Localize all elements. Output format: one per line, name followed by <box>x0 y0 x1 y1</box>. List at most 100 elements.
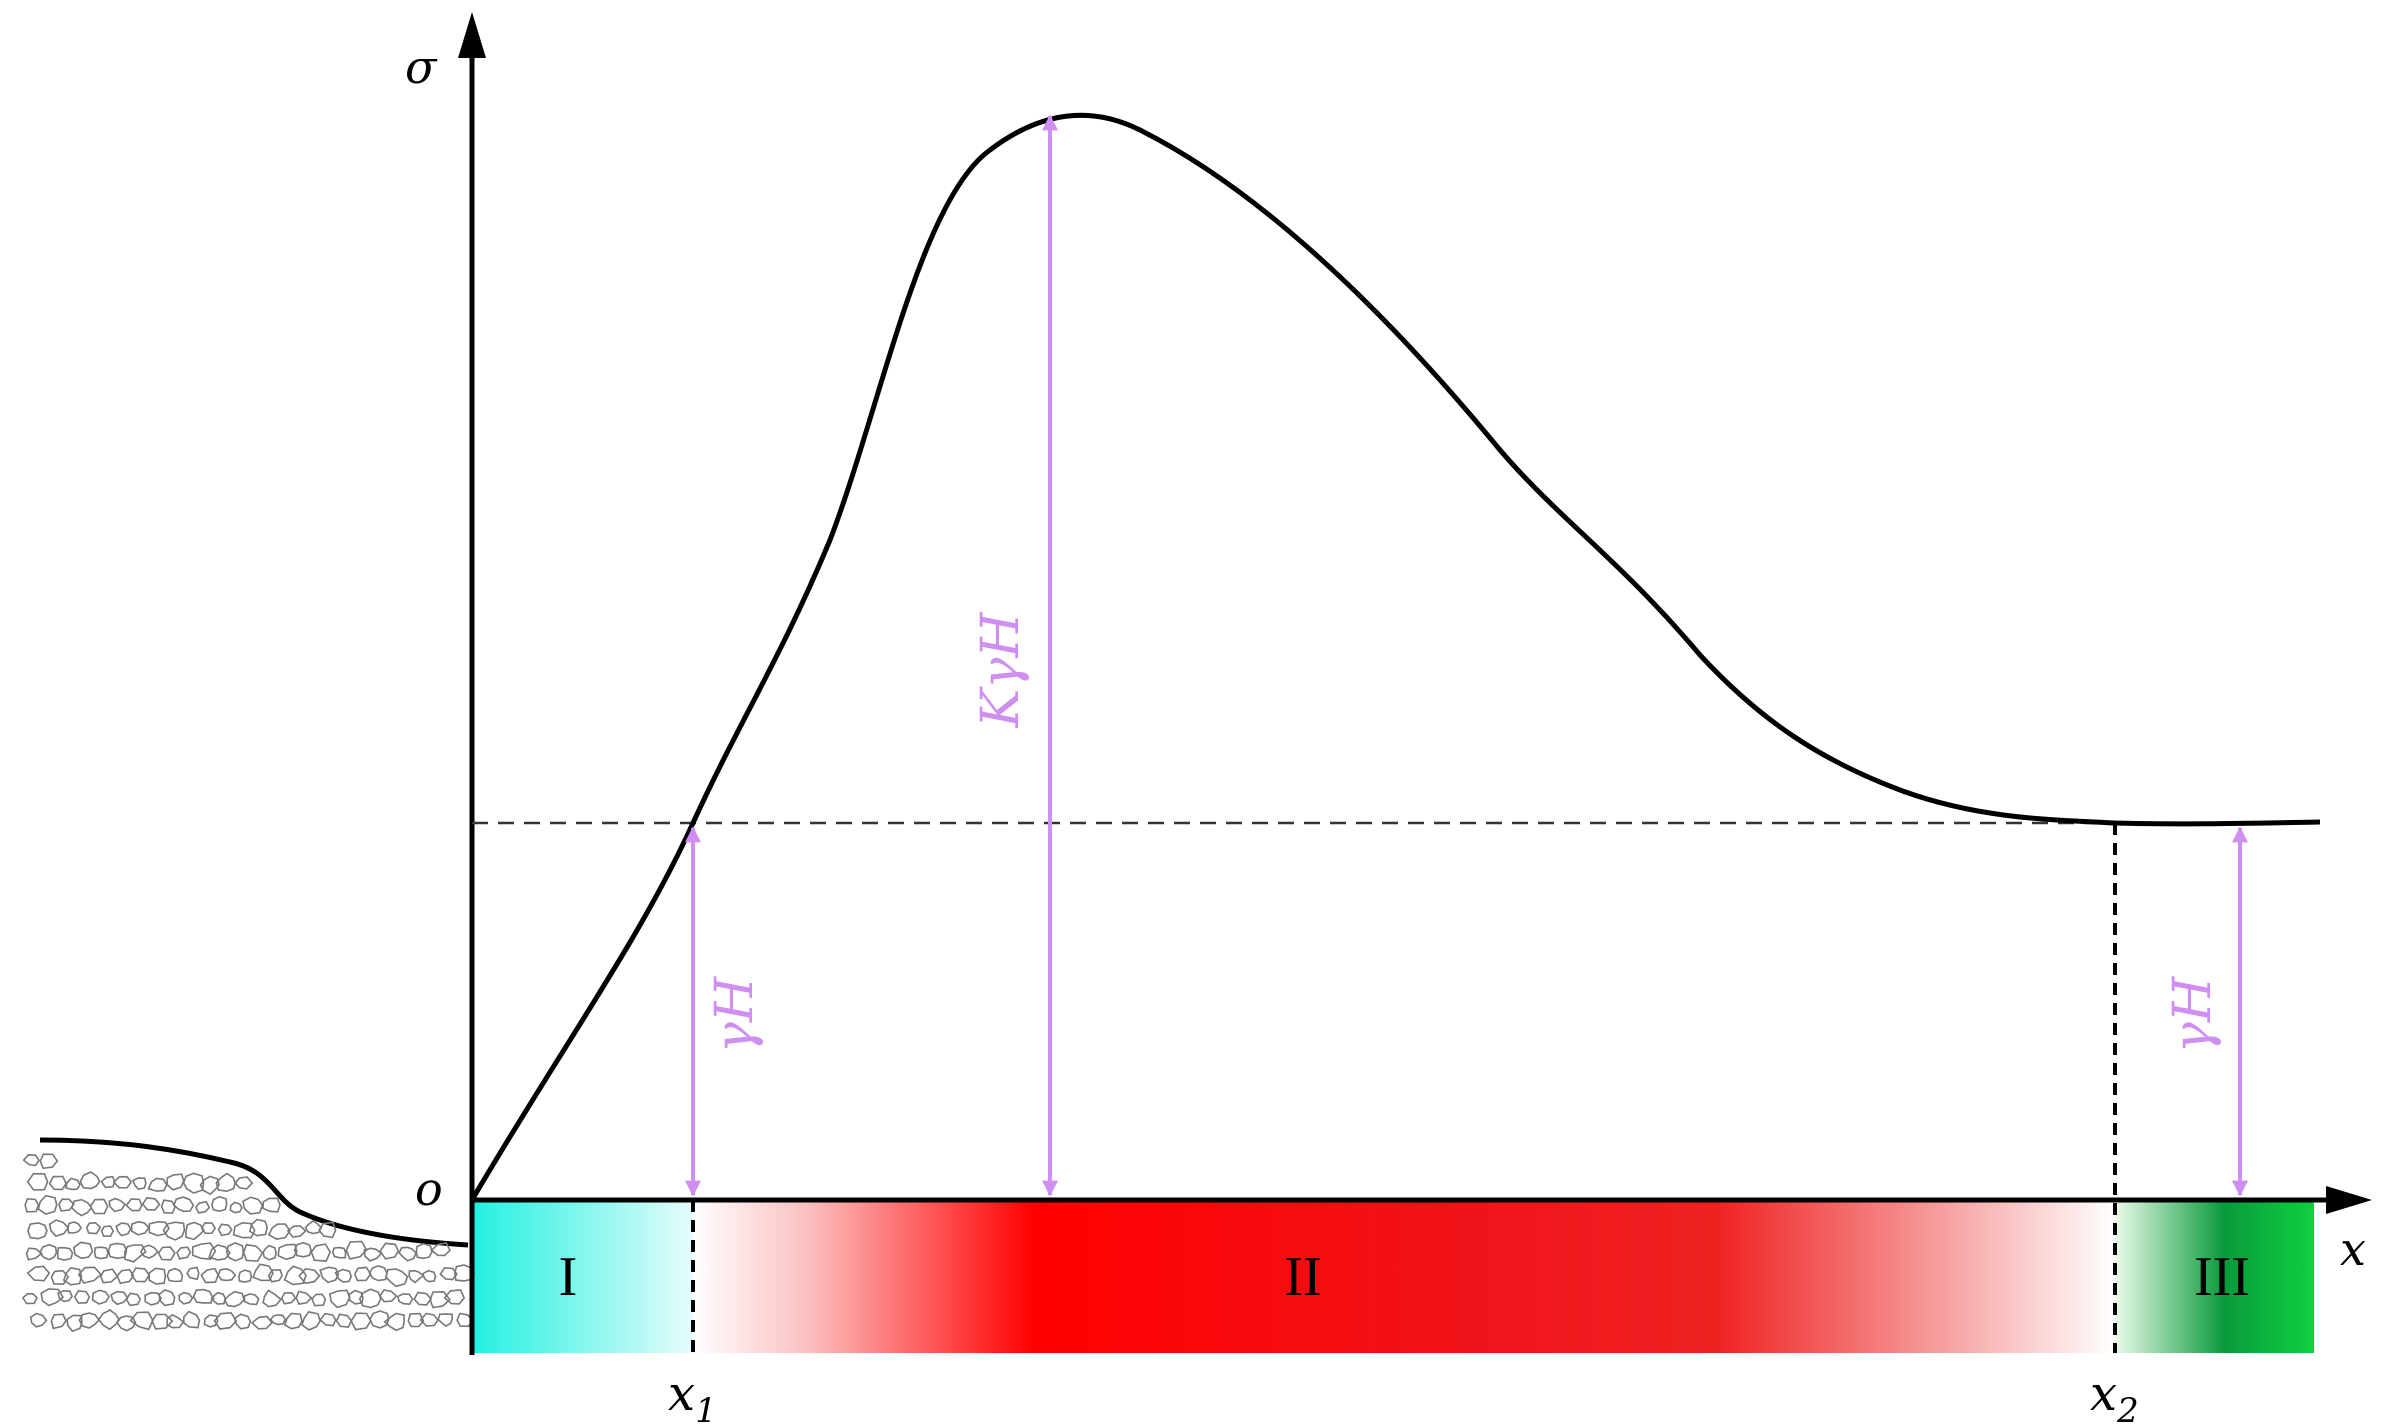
rubble-zone <box>21 1137 476 1333</box>
rubble-stone <box>269 1314 287 1326</box>
rubble-stone <box>429 1290 451 1309</box>
rubble-stone <box>443 1289 466 1305</box>
rubble-stone <box>176 1246 192 1260</box>
rubble-stone <box>335 1313 353 1328</box>
rubble-stone <box>378 1289 398 1303</box>
rubble-stone <box>233 1313 252 1330</box>
rubble-stone <box>112 1175 133 1189</box>
rubble-stone <box>217 1267 237 1282</box>
rubble-stone <box>430 1241 451 1257</box>
rubble-stone <box>107 1242 128 1260</box>
rubble-stone <box>115 1222 132 1237</box>
rubble-stone <box>125 1198 143 1212</box>
rubble-stone <box>456 1312 474 1328</box>
rubble-stone <box>116 1315 137 1332</box>
rubble-stone <box>192 1288 214 1304</box>
rubble-stone <box>182 1310 201 1329</box>
rubble-stone <box>151 1313 174 1330</box>
rubble-stone <box>267 1223 291 1240</box>
rubble-stone <box>358 1288 382 1309</box>
zone-III-band <box>2115 1200 2314 1353</box>
rubble-stone <box>250 1315 273 1330</box>
rubble-stone <box>213 1311 238 1330</box>
rubble-stone <box>141 1196 161 1211</box>
x1-marker-subscript: 1 <box>695 1391 717 1426</box>
zone-II-label: II <box>1284 1246 1321 1308</box>
rubble-stone <box>439 1266 458 1281</box>
rubble-stone <box>262 1244 277 1261</box>
rubble-stone <box>252 1263 274 1282</box>
rubble-stone <box>369 1310 390 1329</box>
rubble-stone <box>160 1199 176 1214</box>
rubble-stone <box>24 1197 40 1213</box>
rubble-stone <box>139 1244 159 1259</box>
rubble-stone <box>37 1194 58 1215</box>
x1-marker-label: x1 <box>668 1366 717 1426</box>
rubble-stone <box>398 1246 417 1262</box>
rubble-stone <box>57 1289 74 1303</box>
rubble-stone <box>223 1290 245 1308</box>
rubble-stone <box>242 1196 264 1215</box>
x2-marker-label: x2 <box>2090 1366 2139 1426</box>
rubble-stone <box>238 1269 253 1283</box>
rubble-stone <box>191 1242 217 1261</box>
rubble-stone <box>66 1314 83 1333</box>
rubble-stone <box>295 1290 313 1305</box>
rubble-stone <box>217 1223 233 1237</box>
rubble-stone <box>203 1314 219 1328</box>
rubble-stone <box>319 1266 340 1284</box>
peak-stress-label: KγH <box>971 611 1031 729</box>
rubble-stone <box>144 1291 163 1306</box>
rubble-stone <box>99 1268 119 1284</box>
rubble-stone <box>225 1242 245 1262</box>
rubble-stone <box>329 1289 351 1309</box>
rubble-stone <box>130 1267 151 1283</box>
rubble-stone <box>157 1246 176 1261</box>
rubble-stone <box>48 1219 70 1238</box>
rubble-stone <box>100 1225 114 1238</box>
rubble-stone <box>129 1311 154 1331</box>
rubble-stone <box>354 1266 372 1282</box>
rubble-stone <box>415 1242 433 1260</box>
ground-surface-line <box>39 1137 469 1248</box>
rubble-stone <box>39 1153 59 1170</box>
stress-curve <box>469 112 2321 1202</box>
rubble-stone <box>200 1222 217 1235</box>
rubble-stone <box>200 1267 219 1284</box>
rubble-stone <box>280 1291 297 1305</box>
rubble-stone <box>211 1195 228 1213</box>
rubble-stone <box>162 1221 186 1241</box>
rubble-stone <box>130 1220 150 1236</box>
rubble-stone <box>304 1219 323 1235</box>
rubble-stone <box>158 1288 176 1307</box>
left-stress-label: γH <box>705 975 765 1053</box>
rubble-stone <box>301 1310 321 1331</box>
rubble-stone <box>413 1291 433 1306</box>
x-axis-arrowhead <box>2326 1186 2372 1214</box>
rubble-stone <box>166 1173 185 1191</box>
rubble-stone <box>26 1172 49 1191</box>
y-axis-label: σ <box>405 40 438 94</box>
rubble-stone <box>363 1247 383 1262</box>
rubble-stone <box>262 1289 282 1308</box>
rubble-stone <box>108 1197 127 1213</box>
rubble-stone <box>64 1177 81 1191</box>
rubble-stone <box>331 1246 347 1259</box>
rubble-stone <box>21 1292 38 1305</box>
rubble-stone <box>194 1200 211 1214</box>
rubble-stone <box>185 1221 205 1241</box>
rubble-stone <box>293 1241 312 1258</box>
rubble-stone <box>232 1221 256 1239</box>
rubble-stone <box>48 1175 68 1191</box>
rubble-stone <box>73 1289 91 1304</box>
rubble-stone <box>437 1313 453 1327</box>
rubble-stone <box>215 1172 236 1193</box>
rubble-stone <box>166 1267 184 1283</box>
rubble-stone <box>131 1176 147 1190</box>
rubble-stone <box>248 1218 269 1237</box>
rubble-stone <box>147 1177 168 1192</box>
rubble-stone <box>25 1247 43 1261</box>
rubble-stone <box>91 1289 110 1305</box>
rubble-stone <box>182 1172 205 1194</box>
